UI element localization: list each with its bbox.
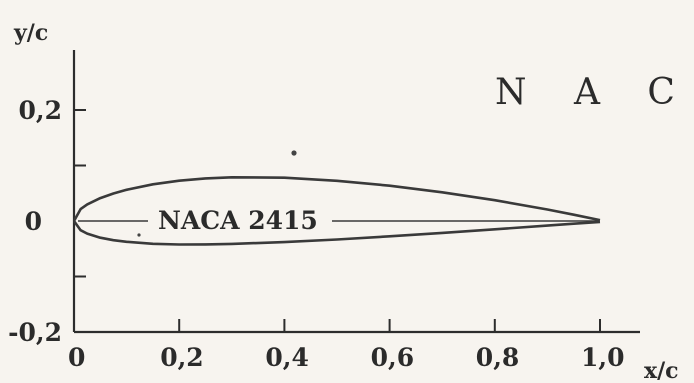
y-tick-label: 0	[25, 207, 42, 236]
x-tick-label: 0,6	[371, 343, 415, 372]
scan-speck	[137, 233, 141, 237]
x-tick-label: 0	[68, 343, 85, 372]
series-label: NACA 2415	[158, 206, 318, 235]
y-axis-ticks: -0,2 0 0,2	[8, 96, 86, 347]
x-tick-label: 0,4	[265, 343, 309, 372]
scan-speck	[291, 150, 297, 156]
x-tick-label: 1,0	[581, 343, 625, 372]
x-tick-label: 0,8	[476, 343, 520, 372]
x-axis-ticks: 0 0,2 0,4 0,6 0,8 1,0	[68, 319, 625, 372]
x-tick-label: 0,2	[160, 343, 204, 372]
airfoil-lower-surface	[72, 220, 601, 246]
chart-title: N A C A	[495, 72, 694, 113]
y-tick-label: -0,2	[8, 318, 62, 347]
x-axis-title: x/c	[644, 358, 679, 383]
airfoil-upper-surface	[72, 176, 601, 222]
y-tick-label: 0,2	[19, 96, 63, 125]
y-axis-title: y/c	[13, 20, 48, 46]
